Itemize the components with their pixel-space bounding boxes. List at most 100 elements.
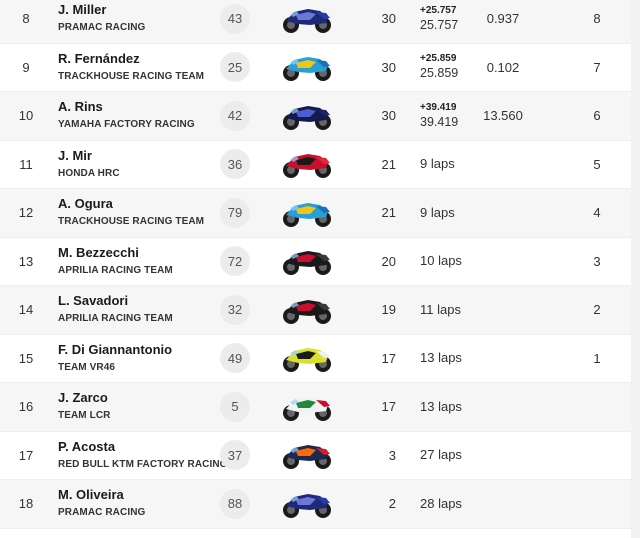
motorcycle-icon <box>280 294 334 326</box>
laps-cell: 2 <box>388 496 396 512</box>
gap-cell: 11 laps <box>420 286 470 334</box>
table-row[interactable]: 12 A. Ogura TRACKHOUSE RACING TEAM 79 21… <box>0 189 640 238</box>
interval-cell <box>478 335 528 383</box>
bike-cell <box>278 44 336 92</box>
rider-number-cell: 32 <box>219 286 251 334</box>
rider-number-badge: 72 <box>220 246 250 277</box>
position-cell: 9 <box>22 59 30 75</box>
interval-cell <box>478 286 528 334</box>
table-row[interactable]: 17 P. Acosta RED BULL KTM FACTORY RACING… <box>0 432 640 480</box>
gap-cell: 28 laps <box>420 480 470 528</box>
team-name: TEAM LCR <box>58 410 111 422</box>
position-cell: 14 <box>18 302 34 318</box>
rider-number-cell: 25 <box>219 44 251 92</box>
laps-cell: 21 <box>381 205 396 221</box>
table-row[interactable]: 13 M. Bezzecchi APRILIA RACING TEAM 72 2… <box>0 238 640 286</box>
motorcycle-icon <box>280 3 334 35</box>
rider-cell: A. Ogura TRACKHOUSE RACING TEAM <box>58 189 228 237</box>
position-cell: 8 <box>22 11 30 27</box>
rider-name[interactable]: J. Mir <box>58 147 92 163</box>
rider-number-badge: 42 <box>220 100 250 131</box>
table-row[interactable]: 15 F. Di Giannantonio TEAM VR46 49 17 13… <box>0 335 640 383</box>
interval-cell <box>478 141 528 189</box>
rider-cell: M. Oliveira PRAMAC RACING <box>58 480 228 528</box>
gap-cell: 9 laps <box>420 141 470 189</box>
position-cell: 17 <box>18 447 34 463</box>
rider-name[interactable]: A. Rins <box>58 99 103 115</box>
points-cell <box>582 383 612 431</box>
rider-number-badge: 32 <box>220 294 250 325</box>
rider-name[interactable]: F. Di Giannantonio <box>58 341 173 357</box>
team-name: TRACKHOUSE RACING TEAM <box>58 70 205 82</box>
rider-cell: A. Rins YAMAHA FACTORY RACING <box>58 92 228 140</box>
rider-name[interactable]: A. Ogura <box>58 196 113 212</box>
interval-cell: 0.937 <box>486 11 520 27</box>
gap-value: 25.859 <box>420 66 459 81</box>
scrollbar-track[interactable] <box>631 0 640 538</box>
laps-cell: 19 <box>381 302 396 318</box>
rider-number-cell: 72 <box>219 238 251 286</box>
table-row[interactable]: 11 J. Mir HONDA HRC 36 21 9 laps 5 <box>0 141 640 189</box>
table-row[interactable]: 9 R. Fernández TRACKHOUSE RACING TEAM 25… <box>0 44 640 92</box>
team-name: TEAM VR46 <box>58 361 116 373</box>
points-cell: 3 <box>593 253 601 269</box>
team-name: PRAMAC RACING <box>58 507 146 519</box>
laps-cell: 30 <box>381 108 396 124</box>
table-row[interactable]: 18 M. Oliveira PRAMAC RACING 88 2 28 lap… <box>0 480 640 529</box>
rider-cell: F. Di Giannantonio TEAM VR46 <box>58 335 228 383</box>
motorcycle-icon <box>280 439 334 471</box>
rider-name[interactable]: J. Zarco <box>58 390 108 406</box>
rider-name[interactable]: L. Savadori <box>58 293 129 309</box>
rider-name[interactable]: P. Acosta <box>58 438 116 454</box>
gap-value: 13 laps <box>420 350 462 366</box>
motorcycle-icon <box>280 391 334 423</box>
interval-cell <box>478 238 528 286</box>
bike-cell <box>278 189 336 237</box>
rider-cell: J. Zarco TEAM LCR <box>58 383 228 431</box>
rider-name[interactable]: J. Miller <box>58 2 107 18</box>
gap-value: 27 laps <box>420 447 462 463</box>
interval-cell <box>478 480 528 528</box>
position-cell: 16 <box>18 399 34 415</box>
rider-name[interactable]: M. Bezzecchi <box>58 244 139 260</box>
motorcycle-icon <box>280 342 334 374</box>
motorcycle-icon <box>280 51 334 83</box>
rider-cell: P. Acosta RED BULL KTM FACTORY RACING <box>58 432 228 480</box>
rider-number-badge: 79 <box>220 197 250 228</box>
position-cell: 11 <box>19 156 33 172</box>
gap-delta: +39.419 <box>420 101 457 113</box>
team-name: PRAMAC RACING <box>58 22 146 34</box>
points-cell: 1 <box>593 350 601 366</box>
points-cell: 2 <box>593 302 601 318</box>
bike-cell <box>278 92 336 140</box>
gap-delta: +25.757 <box>420 4 457 16</box>
gap-cell: +39.419 39.419 <box>420 92 470 140</box>
position-cell: 12 <box>18 205 34 221</box>
interval-cell: 0.102 <box>486 59 520 75</box>
rider-number-cell: 79 <box>219 189 251 237</box>
gap-value: 11 laps <box>420 301 461 317</box>
table-row[interactable]: 10 A. Rins YAMAHA FACTORY RACING 42 30 +… <box>0 92 640 141</box>
rider-name[interactable]: M. Oliveira <box>58 487 124 503</box>
table-row[interactable]: 8 J. Miller PRAMAC RACING 43 30 +25.757 … <box>0 0 640 44</box>
gap-cell: +25.757 25.757 <box>420 0 470 43</box>
bike-cell <box>278 238 336 286</box>
laps-cell: 20 <box>381 253 396 269</box>
points-cell: 6 <box>593 108 601 124</box>
points-cell: 7 <box>593 59 601 75</box>
interval-cell <box>478 383 528 431</box>
rider-number-badge: 36 <box>220 149 250 180</box>
motorcycle-icon <box>280 488 334 520</box>
gap-value: 9 laps <box>420 156 455 172</box>
bike-cell <box>278 480 336 528</box>
table-row[interactable]: 16 J. Zarco TEAM LCR 5 17 13 laps <box>0 383 640 432</box>
laps-cell: 3 <box>388 447 396 463</box>
rider-name[interactable]: R. Fernández <box>58 50 140 66</box>
rider-cell: M. Bezzecchi APRILIA RACING TEAM <box>58 238 228 286</box>
table-row[interactable]: 14 L. Savadori APRILIA RACING TEAM 32 19… <box>0 286 640 335</box>
rider-number-cell: 43 <box>219 0 251 43</box>
rider-number-cell: 36 <box>219 141 251 189</box>
rider-cell: J. Miller PRAMAC RACING <box>58 0 228 43</box>
laps-cell: 30 <box>381 59 396 75</box>
gap-delta: +25.859 <box>420 53 457 65</box>
